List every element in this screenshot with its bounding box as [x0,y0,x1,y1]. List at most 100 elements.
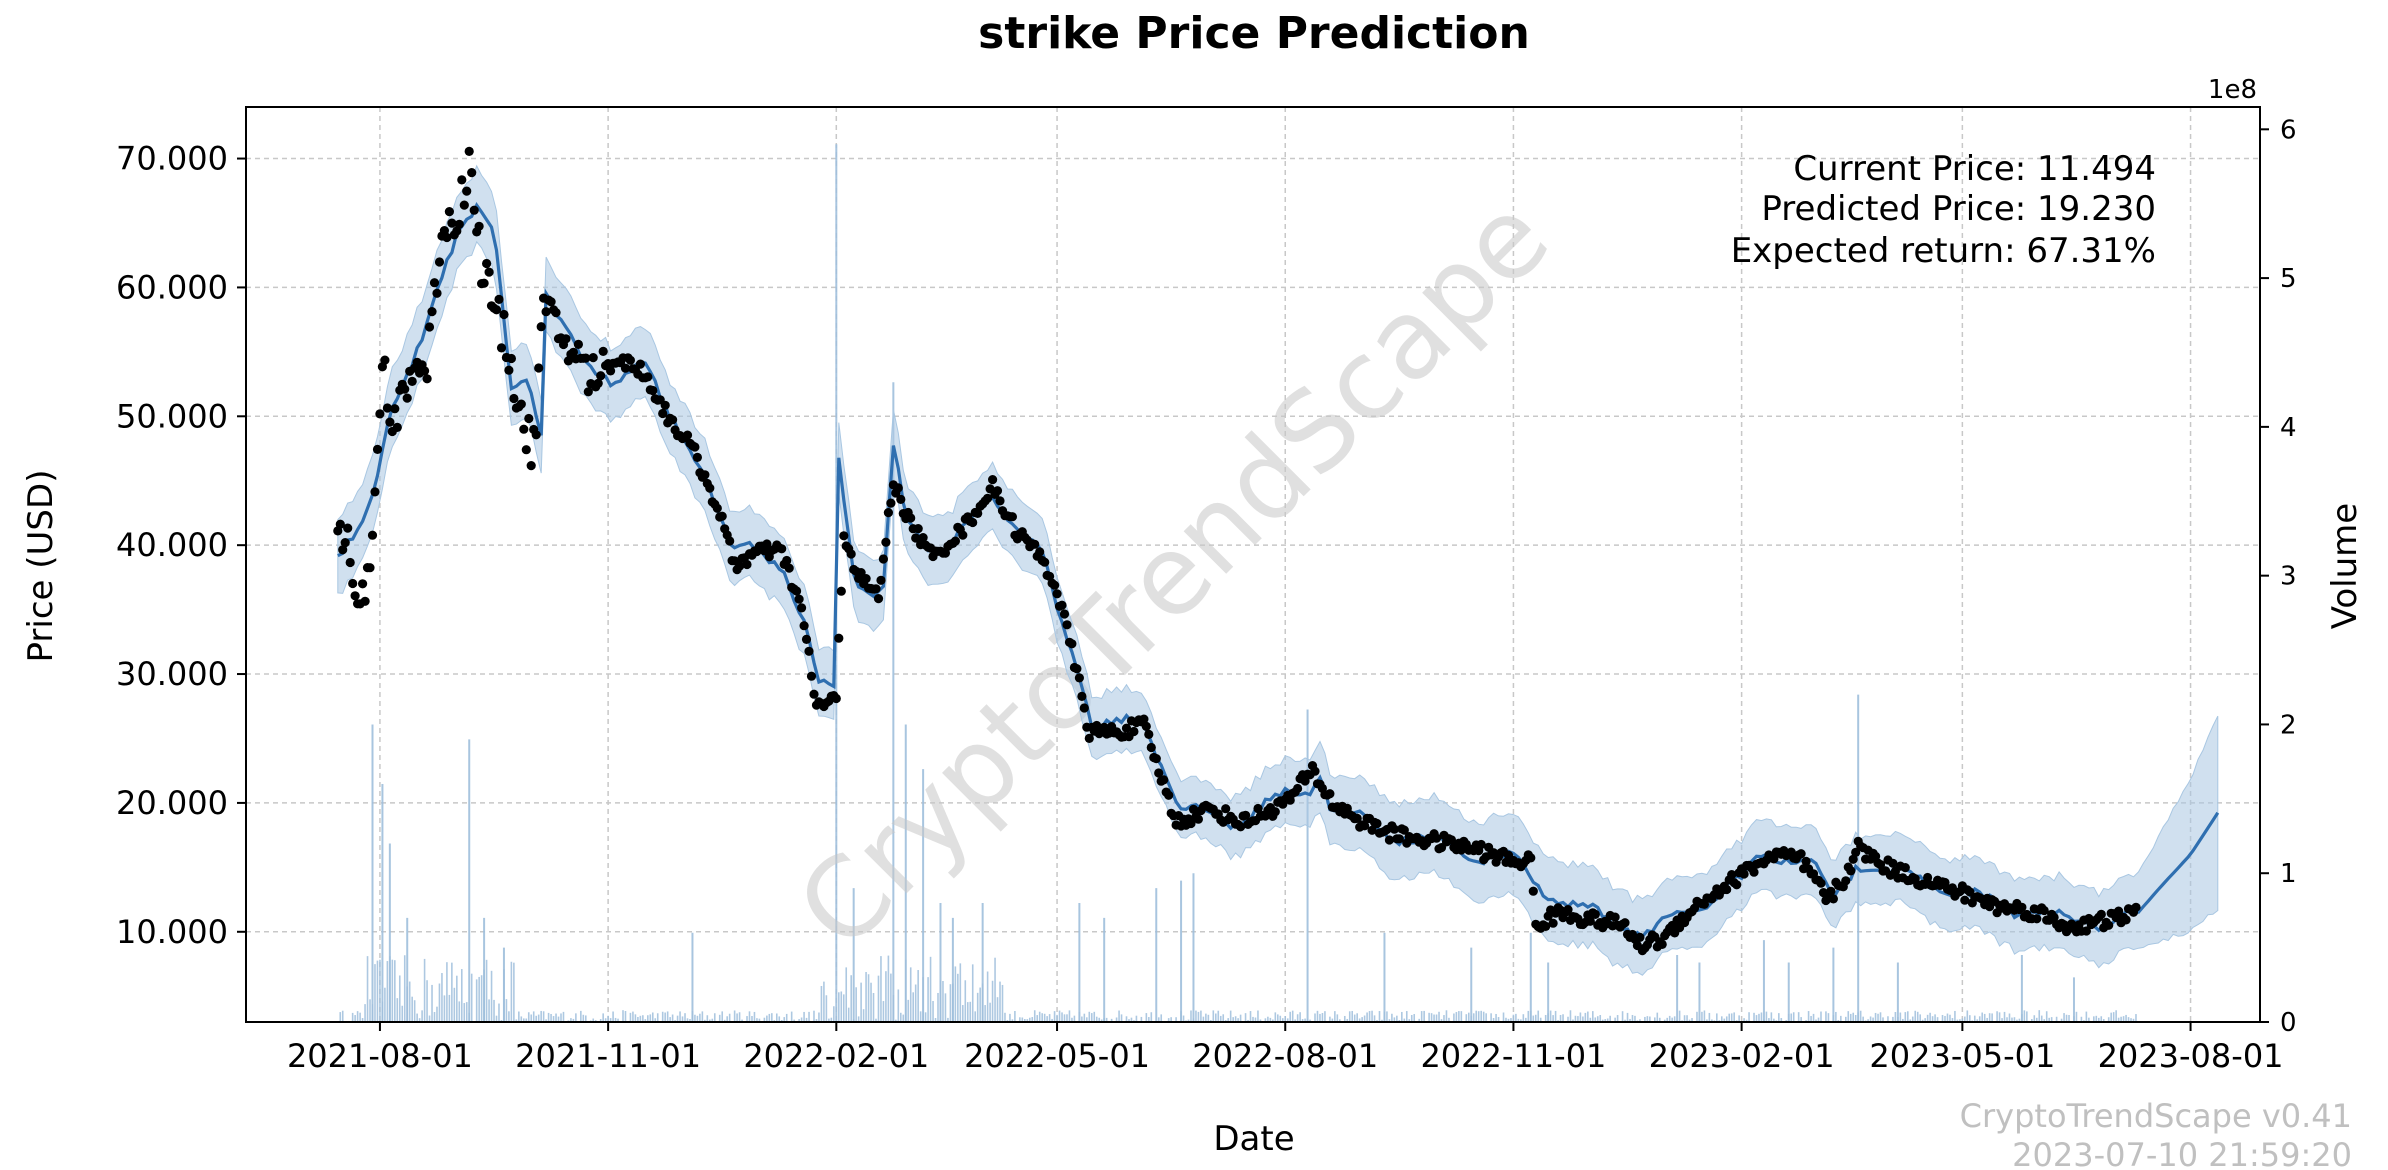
price-point [700,470,710,480]
price-point [380,355,390,365]
price-point [407,376,417,386]
price-point [524,413,534,424]
price-point [1548,918,1558,928]
price-point [742,559,752,570]
price-point [1270,807,1280,817]
price-point [804,646,814,656]
price-point [1526,853,1536,863]
price-point [526,461,536,471]
y2-axis-ticks: 0 1 2 3 4 5 6 [2260,115,2297,1038]
price-point [1722,884,1732,895]
price-point [573,339,584,349]
price-point [1563,905,1573,915]
price-point [519,424,529,434]
price-point [1851,847,1861,858]
price-point [561,334,571,344]
price-point [717,511,727,521]
price-point [2121,915,2131,925]
price-point [1040,557,1050,567]
price-point [429,278,440,288]
price-point [1253,803,1263,814]
price-point [422,374,432,384]
price-point [1141,721,1151,732]
price-point [1610,912,1620,922]
price-point [447,218,457,228]
price-point [712,503,722,513]
price-point [1154,768,1164,778]
price-point [482,258,492,269]
price-point [896,494,906,504]
y-tick-label: 70.000 [116,140,228,178]
price-point [340,538,350,548]
price-point [1431,833,1442,843]
price-point [1241,810,1251,820]
price-point [335,519,345,529]
price-point [596,371,606,381]
price-point [491,305,502,315]
price-point [668,415,678,425]
x-axis-label: Date [1213,1119,1294,1159]
price-point [876,575,886,585]
price-point [1848,854,1858,864]
price-point [2081,926,2091,936]
price-point [499,309,509,320]
price-point [474,221,484,231]
price-point [1007,512,1018,522]
price-point [432,288,442,298]
price-point [358,579,368,589]
price-point [479,278,489,288]
price-point [375,409,385,419]
price-point [1727,870,1737,880]
price-point [1050,580,1060,590]
price-point [1960,895,1970,905]
price-point [457,175,467,185]
price-point [1372,818,1382,829]
price-point [1079,703,1089,713]
price-point [434,257,445,267]
y-tick-label: 60.000 [116,268,228,306]
price-point [643,372,653,382]
price-point [784,563,794,573]
price-point [782,555,792,566]
price-point [1590,909,1600,920]
price-point [338,545,348,555]
price-point [343,523,353,533]
price-point [806,671,817,681]
price-point [462,186,472,196]
y2-tick-label: 6 [2280,115,2297,145]
price-point [881,537,891,547]
price-point [2096,909,2106,920]
y2-tick-label: 0 [2280,1008,2297,1038]
price-point [797,603,807,613]
price-point [424,322,435,332]
price-point [1144,729,1154,740]
price-point [370,487,380,497]
price-point [1657,939,1667,950]
price-point [1035,547,1045,557]
price-point [400,384,410,394]
y-axis-ticks: 10.000 20.000 30.000 40.000 50.000 60.000 70.0… [116,140,246,951]
y2-axis-label: Volume [2325,503,2365,629]
footer-timestamp: 2023-07-10 21:59:20 [2012,1136,2352,1170]
price-point [1121,723,1132,733]
price-point [360,596,370,606]
y2-multiplier: 1e8 [2208,75,2257,105]
price-point [382,403,392,413]
price-point [1360,821,1370,831]
price-point [442,232,452,243]
price-point [692,452,703,462]
price-point [958,530,968,540]
price-point [1769,854,1779,864]
price-point [581,353,591,363]
price-point [1188,804,1199,815]
y2-tick-label: 1 [2280,859,2297,889]
price-point [992,486,1003,496]
price-point [2049,912,2059,923]
x-tick-label: 2023-02-01 [1649,1037,1835,1075]
price-point [1077,691,1087,702]
price-point [886,498,896,508]
y-tick-label: 40.000 [116,526,228,564]
chart-title: strike Price Prediction [978,8,1530,59]
price-point [464,146,474,156]
